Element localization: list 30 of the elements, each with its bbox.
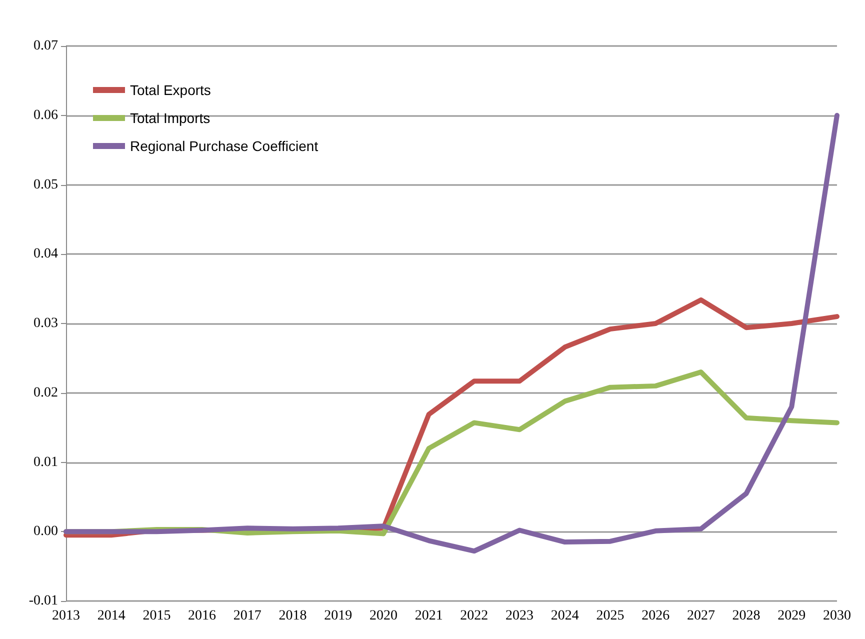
x-tick-label: 2025 [596,608,624,624]
y-tick-label: 0.03 [34,316,58,331]
x-tick-label: 2015 [142,608,171,624]
x-tick-label: 2023 [506,608,534,624]
x-tick-label: 2017 [233,608,262,624]
x-tick-label: 2026 [642,608,670,624]
x-tick-label: 2030 [823,608,851,624]
y-tick-label: -0.01 [28,594,58,608]
legend-label: Total Imports [130,110,210,126]
x-tick-label: 2013 [52,608,80,624]
x-tick-label: 2016 [188,608,216,624]
legend-label: Total Exports [130,82,211,98]
x-tick-label: 2020 [369,608,398,624]
y-tick-label: 0.05 [34,177,58,192]
x-tick-label: 2028 [732,608,760,624]
x-tick-label: 2018 [278,608,307,624]
y-tick-label: 0.04 [34,246,58,262]
x-tick-label: 2022 [460,608,488,624]
y-tick-label: 0.06 [34,108,58,123]
x-tick-label: 2029 [778,608,806,624]
x-tick-label: 2024 [550,608,579,624]
x-tick-label: 2021 [414,608,443,624]
legend-label: Regional Purchase Coefficient [130,138,318,154]
y-tick-label: 0.07 [34,38,58,54]
x-tick-label: 2014 [97,608,126,624]
y-tick-label: 0.00 [34,524,58,540]
y-tick-label: 0.01 [34,454,58,470]
x-tick-label: 2019 [324,608,352,624]
y-tick-label: 0.02 [34,385,58,400]
x-tick-label: 2027 [686,608,715,624]
